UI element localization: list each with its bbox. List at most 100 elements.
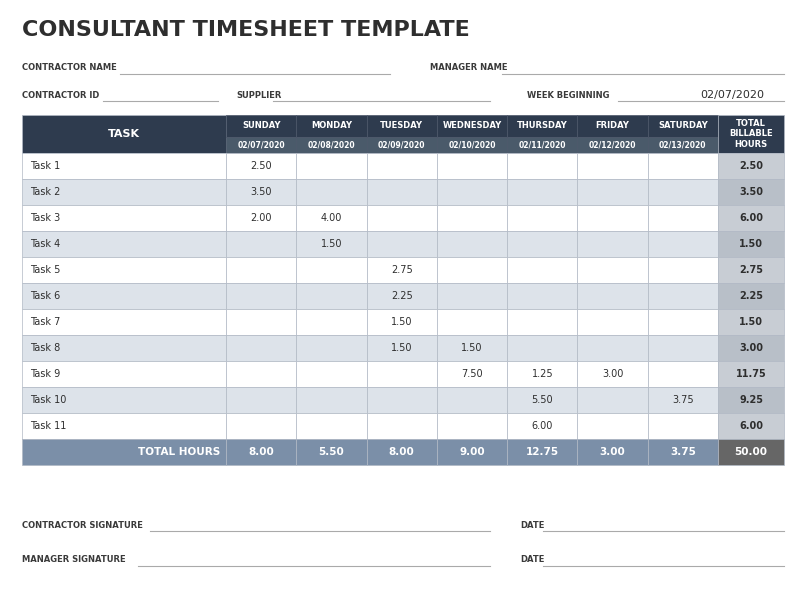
Bar xyxy=(297,231,367,257)
Bar xyxy=(437,257,507,283)
Text: 2.50: 2.50 xyxy=(251,161,272,171)
Text: 02/12/2020: 02/12/2020 xyxy=(589,140,636,149)
Text: 50.00: 50.00 xyxy=(734,447,767,457)
Text: 02/08/2020: 02/08/2020 xyxy=(308,140,355,149)
Bar xyxy=(437,413,507,439)
Bar xyxy=(577,257,648,283)
Bar xyxy=(226,205,297,231)
Bar xyxy=(437,309,507,335)
Bar xyxy=(226,137,297,153)
Text: Task 4: Task 4 xyxy=(30,239,60,249)
Text: 6.00: 6.00 xyxy=(739,421,763,431)
Text: CONTRACTOR NAME: CONTRACTOR NAME xyxy=(22,64,117,73)
Text: 9.25: 9.25 xyxy=(739,395,763,405)
Bar xyxy=(297,387,367,413)
Bar xyxy=(226,257,297,283)
Bar xyxy=(648,413,718,439)
Bar xyxy=(577,179,648,205)
Bar xyxy=(577,361,648,387)
Bar xyxy=(577,413,648,439)
Bar xyxy=(718,115,784,153)
Bar xyxy=(22,387,226,413)
Text: 1.50: 1.50 xyxy=(391,317,413,327)
Text: 02/10/2020: 02/10/2020 xyxy=(448,140,496,149)
Bar xyxy=(22,361,226,387)
Bar xyxy=(648,283,718,309)
Text: 8.00: 8.00 xyxy=(248,447,274,457)
Bar xyxy=(718,439,784,465)
Text: SUPPLIER: SUPPLIER xyxy=(236,91,281,99)
Bar xyxy=(648,179,718,205)
Bar xyxy=(648,309,718,335)
Bar xyxy=(297,115,367,137)
Bar xyxy=(367,137,437,153)
Bar xyxy=(577,283,648,309)
Bar xyxy=(507,179,577,205)
Text: 02/07/2020: 02/07/2020 xyxy=(237,140,285,149)
Bar xyxy=(507,137,577,153)
Bar xyxy=(718,153,784,179)
Text: CONTRACTOR SIGNATURE: CONTRACTOR SIGNATURE xyxy=(22,520,143,529)
Text: 3.75: 3.75 xyxy=(670,447,696,457)
Bar xyxy=(648,439,718,465)
Bar xyxy=(507,231,577,257)
Text: 12.75: 12.75 xyxy=(526,447,559,457)
Bar xyxy=(437,439,507,465)
Text: THURSDAY: THURSDAY xyxy=(517,122,567,131)
Text: 9.00: 9.00 xyxy=(459,447,485,457)
Bar xyxy=(718,231,784,257)
Bar xyxy=(577,439,648,465)
Text: 1.50: 1.50 xyxy=(461,343,483,353)
Bar xyxy=(507,439,577,465)
Bar xyxy=(367,309,437,335)
Text: 5.50: 5.50 xyxy=(318,447,344,457)
Text: 8.00: 8.00 xyxy=(388,447,414,457)
Bar xyxy=(22,283,226,309)
Bar xyxy=(648,335,718,361)
Bar xyxy=(437,361,507,387)
Bar xyxy=(367,283,437,309)
Text: 11.75: 11.75 xyxy=(736,369,767,379)
Bar xyxy=(22,439,226,465)
Bar xyxy=(226,335,297,361)
Bar xyxy=(226,179,297,205)
Text: TUESDAY: TUESDAY xyxy=(380,122,423,131)
Bar xyxy=(22,413,226,439)
Bar xyxy=(297,335,367,361)
Bar xyxy=(297,137,367,153)
Bar xyxy=(367,115,437,137)
Bar xyxy=(226,361,297,387)
Text: 2.50: 2.50 xyxy=(739,161,763,171)
Bar xyxy=(226,439,297,465)
Bar xyxy=(297,439,367,465)
Bar xyxy=(507,387,577,413)
Text: 2.25: 2.25 xyxy=(391,291,413,301)
Bar xyxy=(577,153,648,179)
Bar xyxy=(718,283,784,309)
Bar xyxy=(577,309,648,335)
Text: SUNDAY: SUNDAY xyxy=(242,122,280,131)
Bar xyxy=(22,153,226,179)
Text: 2.00: 2.00 xyxy=(251,213,272,223)
Bar xyxy=(507,153,577,179)
Bar xyxy=(577,335,648,361)
Bar xyxy=(648,231,718,257)
Bar xyxy=(577,205,648,231)
Bar xyxy=(718,179,784,205)
Text: Task 11: Task 11 xyxy=(30,421,66,431)
Text: MONDAY: MONDAY xyxy=(311,122,352,131)
Bar xyxy=(437,335,507,361)
Bar xyxy=(367,439,437,465)
Text: 02/09/2020: 02/09/2020 xyxy=(378,140,426,149)
Bar xyxy=(297,179,367,205)
Text: 2.75: 2.75 xyxy=(391,265,413,275)
Bar xyxy=(226,153,297,179)
Bar xyxy=(437,231,507,257)
Bar xyxy=(718,205,784,231)
Text: Task 5: Task 5 xyxy=(30,265,60,275)
Text: CONTRACTOR ID: CONTRACTOR ID xyxy=(22,91,99,99)
Bar xyxy=(718,387,784,413)
Bar xyxy=(577,231,648,257)
Text: 6.00: 6.00 xyxy=(739,213,763,223)
Bar xyxy=(648,153,718,179)
